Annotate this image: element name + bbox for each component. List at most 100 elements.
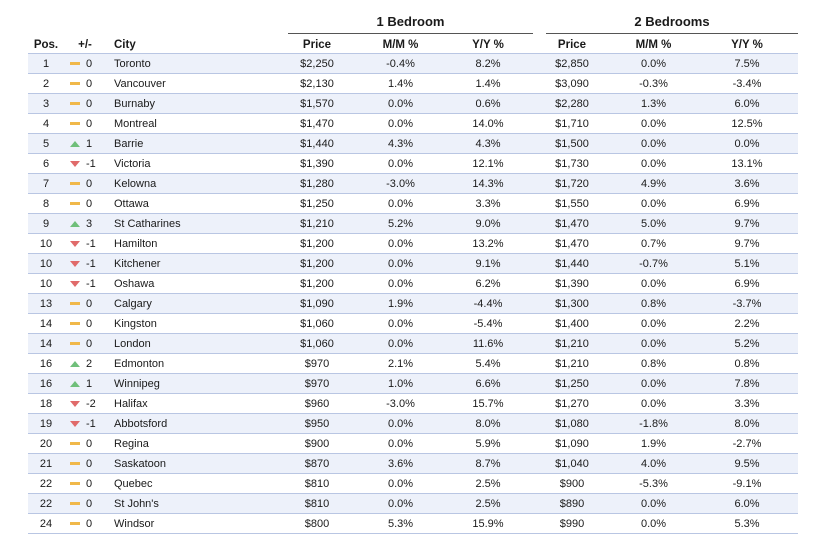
row-change: 1 [86, 137, 93, 150]
row-pos: 6 [42, 157, 50, 170]
row-mm-1br: 0.0% [387, 317, 414, 330]
row-yy-1br: 5.4% [475, 357, 501, 370]
row-mm-2br: 0.0% [640, 337, 667, 350]
row-price-2br: $1,710 [555, 117, 589, 130]
row-pos: 13 [39, 297, 53, 310]
table-row: 8 0 Ottawa $1,250 0.0% 3.3% $1,550 0.0% 6.9% [28, 193, 798, 214]
row-yy-1br: 8.2% [475, 57, 501, 70]
trend-cell [64, 114, 86, 134]
arrow-up-icon [70, 220, 80, 227]
row-pos: 24 [39, 517, 53, 530]
row-yy-2br: 6.9% [734, 277, 760, 290]
row-yy-1br: 15.9% [472, 517, 504, 530]
row-change: 0 [86, 77, 93, 90]
row-price-1br: $1,200 [300, 237, 334, 250]
row-mm-2br: 5.0% [640, 217, 667, 230]
row-pos: 19 [39, 417, 53, 430]
arrow-up-icon [70, 140, 80, 147]
row-yy-2br: 0.0% [734, 137, 760, 150]
row-change: 0 [86, 337, 93, 350]
row-yy-1br: 4.3% [475, 137, 501, 150]
row-mm-2br: 0.0% [640, 377, 667, 390]
row-mm-1br: 0.0% [387, 157, 414, 170]
row-mm-1br: 0.0% [387, 337, 414, 350]
trend-cell [64, 94, 86, 114]
row-price-1br: $2,130 [300, 77, 334, 90]
row-pos: 3 [42, 97, 50, 110]
table-row: 9 3 St Catharines $1,210 5.2% 9.0% $1,470 5.0% 9… [28, 213, 798, 234]
row-change: 0 [86, 477, 93, 490]
row-pos: 20 [39, 437, 53, 450]
row-price-1br: $1,200 [300, 277, 334, 290]
row-mm-1br: 1.9% [387, 297, 414, 310]
row-price-2br: $1,270 [555, 397, 589, 410]
row-mm-1br: 0.0% [387, 417, 414, 430]
row-mm-1br: 1.0% [387, 377, 414, 390]
trend-cell [64, 174, 86, 194]
row-city: Montreal [114, 117, 157, 130]
row-mm-2br: 0.0% [640, 517, 667, 530]
row-price-1br: $950 [304, 417, 330, 430]
table-row: 10 -1 Oshawa $1,200 0.0% 6.2% $1,390 0.0% 6.9% [28, 273, 798, 294]
row-city: Quebec [114, 477, 153, 490]
group-rule-two-bedrooms [546, 33, 798, 34]
row-mm-2br: 4.9% [640, 177, 667, 190]
row-pos: 1 [42, 57, 50, 70]
row-yy-2br: 12.5% [731, 117, 763, 130]
row-city: Windsor [114, 517, 155, 530]
row-pos: 9 [42, 217, 50, 230]
row-mm-2br: -0.7% [639, 257, 668, 270]
table-row: 5 1 Barrie $1,440 4.3% 4.3% $1,500 0.0% 0.0% [28, 133, 798, 154]
row-price-2br: $1,440 [555, 257, 589, 270]
arrow-down-icon [70, 260, 80, 267]
row-price-2br: $1,040 [555, 457, 589, 470]
table-row: 13 0 Calgary $1,090 1.9% -4.4% $1,300 0.8% -3.7% [28, 293, 798, 314]
header-pos: Pos. [33, 38, 59, 51]
header-mm-2br: M/M % [635, 38, 672, 51]
trend-cell [64, 374, 86, 394]
row-city: Vancouver [114, 77, 166, 90]
row-city: Ottawa [114, 197, 149, 210]
row-city: Saskatoon [114, 457, 166, 470]
column-group-header: 1 Bedroom 2 Bedrooms [0, 14, 832, 34]
row-mm-2br: 0.0% [640, 197, 667, 210]
table-row: 14 0 Kingston $1,060 0.0% -5.4% $1,400 0.0% 2.2% [28, 313, 798, 334]
row-city: Regina [114, 437, 149, 450]
row-yy-1br: 0.6% [475, 97, 501, 110]
row-price-2br: $1,300 [555, 297, 589, 310]
row-change: 2 [86, 357, 93, 370]
dash-icon [70, 322, 80, 326]
row-city: London [114, 337, 151, 350]
row-mm-2br: 1.9% [640, 437, 667, 450]
row-price-1br: $970 [304, 357, 330, 370]
trend-cell [64, 314, 86, 334]
row-yy-2br: 5.3% [734, 517, 760, 530]
row-price-1br: $970 [304, 377, 330, 390]
row-yy-1br: 8.7% [475, 457, 501, 470]
row-change: 0 [86, 437, 93, 450]
table-row: 14 0 London $1,060 0.0% 11.6% $1,210 0.0% 5.2% [28, 333, 798, 354]
row-city: Winnipeg [114, 377, 160, 390]
row-yy-1br: 11.6% [472, 337, 504, 350]
table-row: 20 0 Regina $900 0.0% 5.9% $1,090 1.9% -2.7% [28, 433, 798, 454]
trend-cell [64, 154, 86, 174]
row-price-2br: $890 [559, 497, 585, 510]
arrow-up-icon [70, 360, 80, 367]
row-mm-2br: 4.0% [640, 457, 667, 470]
trend-cell [64, 514, 86, 534]
table-row: 2 0 Vancouver $2,130 1.4% 1.4% $3,090 -0.3% -3.4… [28, 73, 798, 94]
row-yy-1br: -4.4% [473, 297, 503, 310]
row-price-1br: $1,090 [300, 297, 334, 310]
row-yy-2br: 6.0% [734, 497, 760, 510]
row-mm-1br: 0.0% [387, 497, 414, 510]
row-yy-1br: 2.5% [475, 477, 501, 490]
row-pos: 10 [39, 257, 53, 270]
row-city: Burnaby [114, 97, 155, 110]
trend-cell [64, 494, 86, 514]
row-city: Calgary [114, 297, 152, 310]
row-city: St John's [114, 497, 159, 510]
row-city: Hamilton [114, 237, 158, 250]
row-price-1br: $1,200 [300, 257, 334, 270]
dash-icon [70, 202, 80, 206]
group-title-one-bedroom: 1 Bedroom [376, 14, 445, 29]
